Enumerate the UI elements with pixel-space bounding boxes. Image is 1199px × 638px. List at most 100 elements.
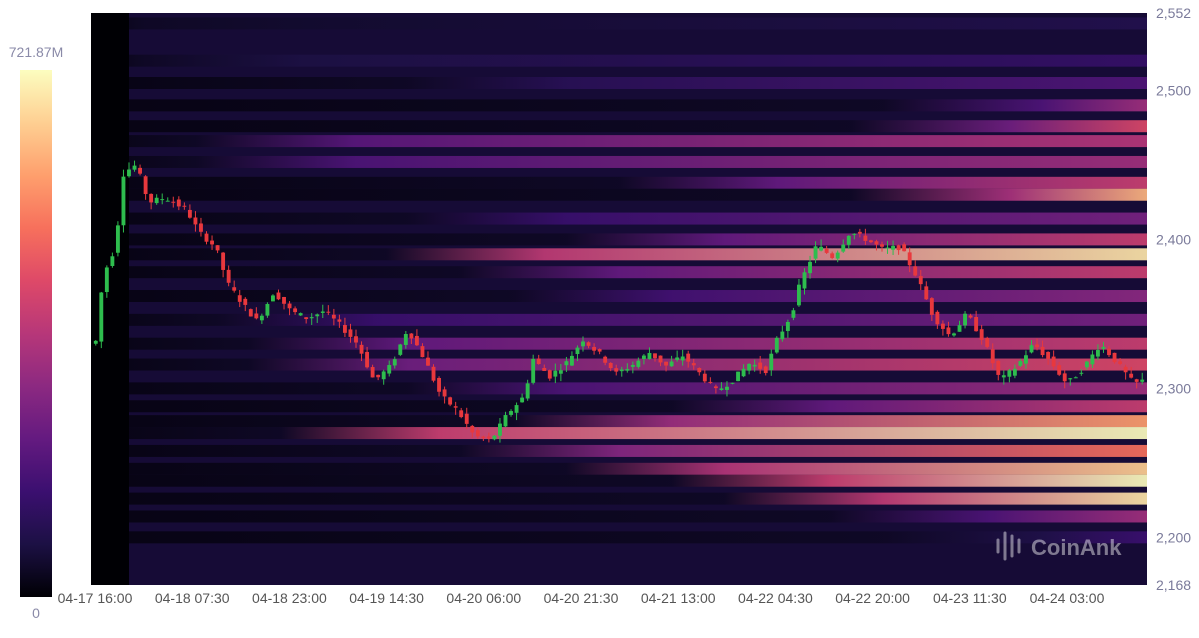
heatmap-band: [91, 248, 1147, 261]
candle-body: [763, 366, 768, 374]
candle-body: [282, 296, 286, 304]
candle-body: [929, 298, 934, 315]
candle-body: [187, 209, 192, 218]
candle-body: [138, 167, 143, 174]
candle-body: [608, 362, 613, 369]
heatmap-empty-zone: [91, 13, 129, 585]
candle-body: [641, 355, 646, 359]
candle-body: [320, 311, 325, 313]
heatmap-band: [91, 266, 1147, 279]
candle-body: [813, 246, 818, 259]
candle-body: [453, 406, 458, 408]
candle-body: [630, 364, 635, 367]
candle-body: [265, 304, 270, 316]
candle-body: [149, 193, 154, 203]
color-scale-bar: [20, 70, 52, 597]
candle-body: [863, 235, 868, 241]
coinank-logo-icon: [996, 531, 1021, 561]
x-tick-label: 04-22 20:00: [835, 590, 910, 606]
candle-body: [509, 411, 513, 415]
candle-body: [1035, 344, 1039, 348]
x-tick-label: 04-23 11:30: [933, 590, 1007, 606]
candle-body: [171, 201, 176, 203]
heatmap-band: [91, 17, 1147, 30]
candle-body: [1012, 368, 1017, 376]
candle-body: [658, 355, 663, 363]
candle-body: [365, 351, 370, 368]
candle-body: [437, 377, 441, 392]
candle-body: [885, 247, 890, 249]
candle-body: [1118, 361, 1123, 364]
candle-body: [542, 367, 547, 371]
candle-body: [531, 358, 536, 383]
candle-body: [165, 200, 170, 202]
candle-body: [1057, 365, 1062, 375]
candle-body: [448, 397, 453, 405]
candle-body: [259, 315, 264, 321]
candle-body: [1073, 377, 1078, 379]
candle-body: [199, 223, 203, 232]
candle-body: [780, 331, 785, 340]
candle-body: [1001, 375, 1006, 378]
candle-body: [182, 205, 187, 207]
candle-body: [1040, 346, 1045, 356]
candle-body: [1101, 346, 1106, 349]
candle-body: [824, 248, 829, 253]
candle-body: [354, 336, 358, 343]
candle-body: [913, 266, 918, 276]
candle-body: [1084, 361, 1089, 368]
candle-body: [575, 347, 580, 354]
candle-body: [1046, 351, 1051, 359]
heatmap-band: [91, 474, 1147, 487]
heatmap-band: [91, 492, 1147, 505]
candle-body: [736, 371, 740, 382]
candle-body: [547, 370, 552, 379]
candle-body: [403, 334, 408, 345]
candle-body: [619, 369, 624, 372]
candle-body: [104, 267, 109, 293]
candle-body: [985, 338, 990, 347]
candle-body: [996, 360, 1001, 375]
candle-body: [564, 361, 569, 366]
candle-body: [857, 231, 862, 234]
candle-body: [398, 344, 403, 355]
y-axis: 2,552 2,500 2,400 2,300 2,200 2,168: [1156, 5, 1191, 593]
candle-body: [337, 319, 342, 322]
candle-body: [370, 367, 375, 378]
candle-body: [304, 317, 309, 320]
x-tick-label: 04-18 23:00: [252, 590, 327, 606]
heatmap-band: [91, 155, 1147, 168]
candle-body: [503, 415, 508, 427]
candle-body: [1134, 379, 1139, 382]
candle-body: [758, 362, 763, 369]
candle-body: [127, 169, 131, 177]
candle-body: [802, 272, 807, 289]
heatmap-band: [91, 531, 1147, 544]
candle-body: [210, 240, 214, 245]
candle-body: [708, 381, 713, 383]
candle-body: [93, 340, 98, 344]
candle-body: [475, 430, 480, 437]
candle-body: [669, 361, 674, 367]
candle-body: [713, 386, 718, 389]
candle-body: [653, 353, 657, 359]
candle-body: [309, 317, 314, 319]
coinank-watermark: CoinAnk: [996, 531, 1122, 561]
candle-body: [691, 363, 696, 366]
heatmap-band: [91, 233, 1147, 246]
candle-body: [248, 309, 253, 317]
candle-body: [486, 436, 491, 439]
x-tick-label: 04-22 04:30: [738, 590, 813, 606]
candle-body: [1095, 350, 1100, 357]
candle-body: [442, 389, 447, 397]
candle-body: [774, 337, 779, 353]
y-tick-label: 2,552: [1156, 5, 1191, 21]
candle-body: [752, 364, 757, 367]
candle-body: [1123, 366, 1128, 373]
y-tick-label: 2,200: [1156, 529, 1191, 545]
candle-body: [597, 349, 602, 352]
candle-body: [940, 323, 945, 329]
candlestick-series: [93, 160, 1145, 443]
heatmap-band: [91, 54, 1147, 67]
candle-body: [697, 368, 702, 373]
